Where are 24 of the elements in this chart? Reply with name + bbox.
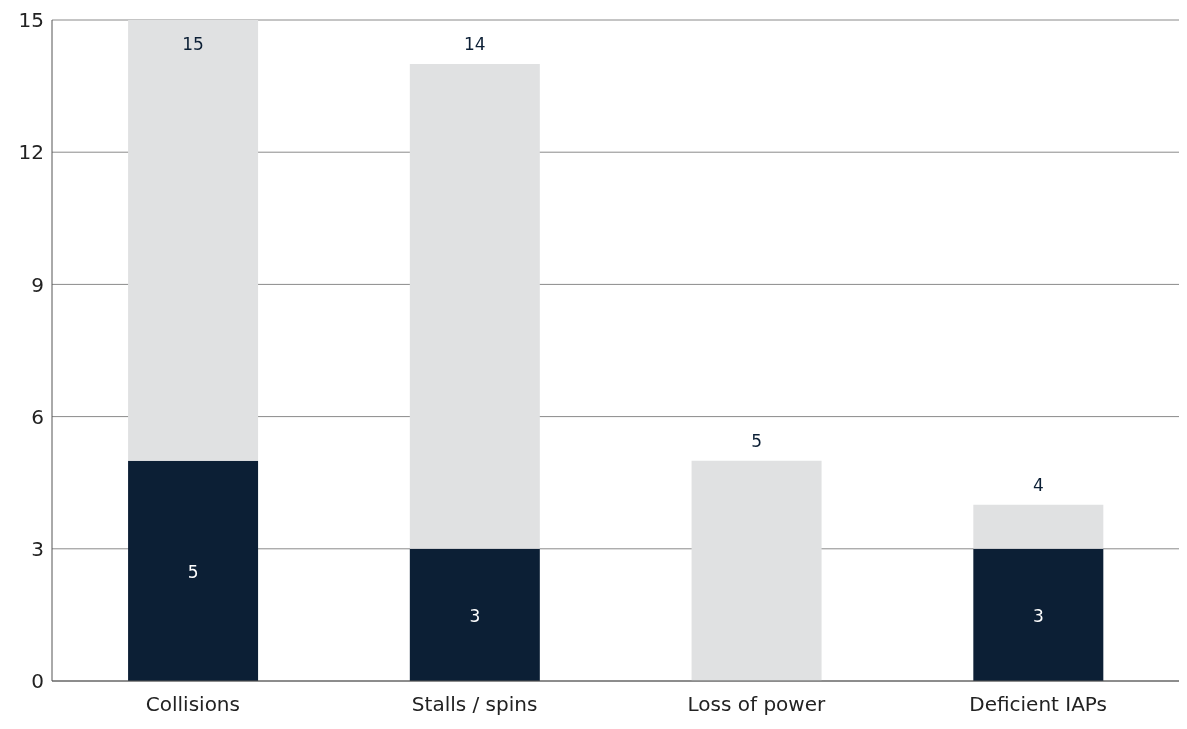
x-tick-label: Deficient IAPs <box>969 692 1107 717</box>
x-tick-label: Collisions <box>145 692 240 717</box>
bar <box>128 20 259 461</box>
data-label: 3 <box>469 605 481 626</box>
bar <box>973 504 1104 549</box>
y-tick-label: 9 <box>31 272 44 297</box>
total-label: 15 <box>182 34 204 54</box>
y-tick-label: 6 <box>31 404 44 429</box>
y-tick-label: 3 <box>31 536 44 561</box>
x-tick-label: Loss of power <box>687 692 826 717</box>
bar <box>409 548 540 681</box>
total-label: 4 <box>1032 474 1044 495</box>
y-tick-label: 0 <box>31 669 44 694</box>
total-label: 14 <box>464 34 486 55</box>
y-tick-label: 12 <box>18 140 44 165</box>
bar <box>691 460 822 681</box>
data-label: 5 <box>187 561 199 582</box>
bar <box>128 460 259 681</box>
bar <box>409 64 540 549</box>
y-tick-label: 15 <box>18 8 44 33</box>
data-label: 3 <box>1032 605 1044 626</box>
bar <box>973 548 1104 681</box>
x-tick-label: Stalls / spins <box>411 692 538 717</box>
total-label: 5 <box>751 430 762 451</box>
